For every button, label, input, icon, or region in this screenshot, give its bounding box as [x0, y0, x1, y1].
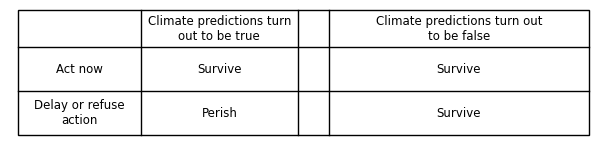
- Text: Delay or refuse
action: Delay or refuse action: [34, 99, 125, 127]
- Text: Act now: Act now: [56, 63, 103, 76]
- Bar: [18, 10, 589, 135]
- Text: Survive: Survive: [436, 106, 481, 120]
- Text: Survive: Survive: [197, 63, 242, 76]
- Text: Climate predictions turn
out to be true: Climate predictions turn out to be true: [148, 15, 291, 43]
- Text: Climate predictions turn out
to be false: Climate predictions turn out to be false: [376, 15, 542, 43]
- Text: Survive: Survive: [436, 63, 481, 76]
- Text: Perish: Perish: [202, 106, 237, 120]
